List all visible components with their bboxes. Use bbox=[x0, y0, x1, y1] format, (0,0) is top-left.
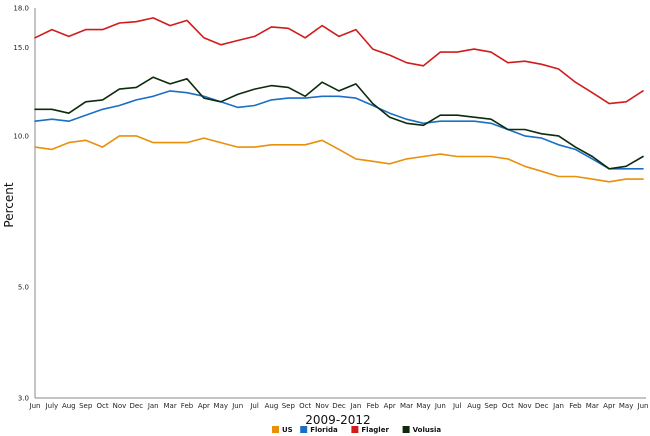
x-tick-label: Sep bbox=[484, 402, 498, 410]
x-tick-label: Feb bbox=[367, 402, 380, 410]
x-tick-label: Jun bbox=[231, 402, 243, 410]
x-tick-label: Oct bbox=[97, 402, 109, 410]
legend-label-us: US bbox=[282, 426, 293, 434]
x-tick-labels: Jun July Aug Sep Oct Nov Dec Jan Mar Feb Apr May Jun… bbox=[29, 402, 649, 410]
x-tick-label: Apr bbox=[384, 402, 396, 410]
x-tick-label: Aug bbox=[467, 402, 481, 410]
y-axis-title: Percent bbox=[2, 182, 16, 227]
legend: US Florida Flagler Volusia bbox=[272, 426, 441, 434]
x-axis-title: 2009-2012 bbox=[305, 413, 370, 427]
legend-swatch-flagler bbox=[351, 426, 359, 433]
x-tick-label: Dec bbox=[130, 402, 144, 410]
x-tick-label: Mar bbox=[586, 402, 599, 410]
x-tick-label: Mar bbox=[164, 402, 177, 410]
legend-label-volusia: Volusia bbox=[413, 426, 442, 434]
x-tick-label: Sep bbox=[282, 402, 296, 410]
x-tick-label: Jun bbox=[29, 402, 41, 410]
series-layer bbox=[34, 17, 644, 183]
y-tick-label: 15.0 bbox=[13, 44, 29, 52]
x-tick-label: May bbox=[416, 402, 430, 410]
legend-label-flagler: Flagler bbox=[361, 426, 389, 434]
x-tick-label: Sep bbox=[79, 402, 93, 410]
y-tick-label: 3.0 bbox=[18, 395, 29, 403]
x-tick-label: Jan bbox=[552, 402, 564, 410]
y-tick-label: 5.0 bbox=[18, 283, 29, 291]
series-line-florida bbox=[34, 90, 644, 170]
x-tick-label: Dec bbox=[332, 402, 346, 410]
legend-swatch-florida bbox=[300, 426, 308, 433]
series-line-us bbox=[34, 135, 644, 183]
y-tick-label: 10.0 bbox=[13, 132, 29, 140]
x-tick-label: Apr bbox=[198, 402, 210, 410]
x-tick-label: Jul bbox=[249, 402, 259, 410]
series-line-volusia bbox=[34, 76, 644, 170]
y-tick-labels: 3.0 5.0 10.0 15.0 18.0 bbox=[13, 5, 29, 403]
x-tick-label: Aug bbox=[62, 402, 76, 410]
x-tick-label: Apr bbox=[603, 402, 615, 410]
x-tick-label: Oct bbox=[299, 402, 311, 410]
x-tick-label: Feb bbox=[569, 402, 582, 410]
y-tick-label: 18.0 bbox=[13, 5, 29, 13]
x-tick-label: Dec bbox=[535, 402, 549, 410]
x-tick-label: May bbox=[619, 402, 633, 410]
x-tick-label: Nov bbox=[518, 402, 532, 410]
x-tick-label: May bbox=[214, 402, 228, 410]
x-tick-label: Oct bbox=[502, 402, 514, 410]
x-tick-label: Jan bbox=[147, 402, 159, 410]
x-tick-label: Feb bbox=[181, 402, 194, 410]
x-tick-label: July bbox=[45, 402, 59, 410]
x-tick-label: Aug bbox=[265, 402, 279, 410]
x-tick-label: Nov bbox=[315, 402, 329, 410]
legend-swatch-us bbox=[272, 426, 279, 433]
plot-area bbox=[34, 8, 646, 399]
x-tick-label: Jan bbox=[349, 402, 361, 410]
legend-label-florida: Florida bbox=[310, 426, 338, 434]
x-tick-label: Jun bbox=[637, 402, 649, 410]
x-tick-label: Jul bbox=[452, 402, 462, 410]
x-tick-label: Jun bbox=[434, 402, 446, 410]
series-line-flagler bbox=[34, 17, 644, 105]
x-tick-label: Nov bbox=[113, 402, 127, 410]
legend-swatch-volusia bbox=[402, 426, 410, 433]
x-tick-label: Mar bbox=[400, 402, 413, 410]
